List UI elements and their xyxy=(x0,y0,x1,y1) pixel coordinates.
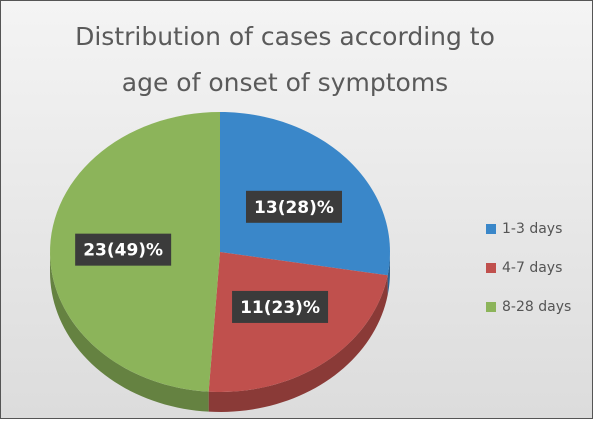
legend-label: 8-28 days xyxy=(502,299,571,315)
slice-side xyxy=(50,252,209,412)
slice-side xyxy=(387,252,390,296)
data-label-box xyxy=(245,190,342,223)
legend-swatch xyxy=(486,263,496,273)
data-label: 13(28)% xyxy=(254,198,334,218)
legend-swatch xyxy=(486,224,496,234)
slice-side xyxy=(208,275,388,412)
chart-title: age of onset of symptoms xyxy=(122,68,448,97)
data-label: 11(23)% xyxy=(240,298,320,318)
chart-title: Distribution of cases according to xyxy=(75,22,495,51)
legend-label: 4-7 days xyxy=(502,260,562,276)
legend-label: 1-3 days xyxy=(502,221,562,237)
data-label-box xyxy=(232,290,329,323)
legend-swatch xyxy=(486,302,496,312)
data-label: 23(49)% xyxy=(83,241,163,261)
data-label-box xyxy=(75,233,172,266)
